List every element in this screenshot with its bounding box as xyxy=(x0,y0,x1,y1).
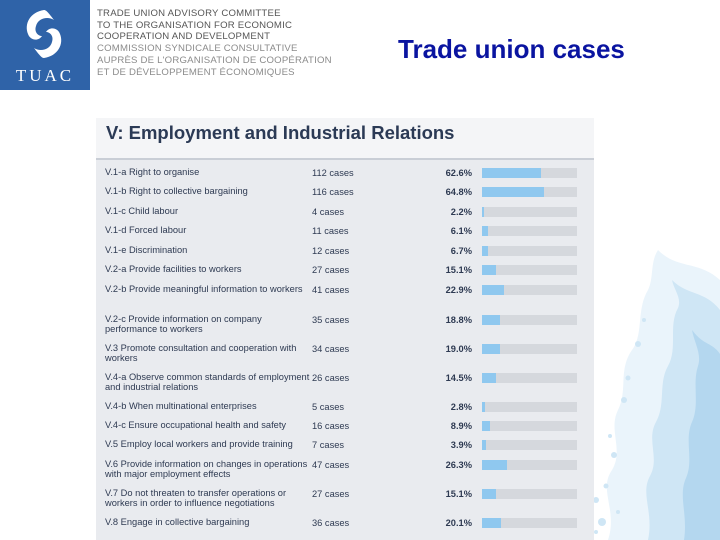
row-label: V.1-e Discrimination xyxy=(105,245,188,255)
row-cases: 116 cases xyxy=(312,187,354,197)
row-cases: 5 cases xyxy=(312,402,345,412)
bar-track xyxy=(482,460,577,470)
bar-track xyxy=(482,285,577,295)
bar-track xyxy=(482,489,577,499)
row-percent: 14.5% xyxy=(445,373,472,383)
row-label: V.8 Engage in collective bargaining xyxy=(105,517,250,527)
row-label: V.2-b Provide meaningful information to … xyxy=(105,284,303,294)
bar-fill xyxy=(482,460,507,470)
bar-track xyxy=(482,168,577,178)
org-line: TO THE ORGANISATION FOR ECONOMIC xyxy=(97,19,293,31)
panel-title: V: Employment and Industrial Relations xyxy=(106,122,455,143)
row-percent: 20.1% xyxy=(445,518,472,528)
org-line: COMMISSION SYNDICALE CONSULTATIVE xyxy=(97,43,298,55)
row-label: V.6 Provide information on changes in op… xyxy=(105,459,308,479)
row-percent: 19.0% xyxy=(445,344,472,354)
row-cases: 36 cases xyxy=(312,518,350,528)
row-cases: 35 cases xyxy=(312,315,350,325)
row-label: V.3 Promote consultation and cooperation… xyxy=(105,343,297,363)
row-label: V.5 Employ local workers and provide tra… xyxy=(105,439,293,449)
row-label: V.4-c Ensure occupational health and saf… xyxy=(105,420,287,430)
bar-fill xyxy=(482,226,488,236)
row-percent: 8.9% xyxy=(450,421,472,431)
bar-fill xyxy=(482,421,491,431)
bar-fill xyxy=(482,518,502,528)
row-percent: 22.9% xyxy=(445,285,472,295)
bar-fill xyxy=(482,489,497,499)
row-label: V.2-c Provide information on company per… xyxy=(105,314,262,334)
bar-track xyxy=(482,265,577,275)
row-cases: 27 cases xyxy=(312,265,350,275)
divider xyxy=(96,158,594,160)
row-percent: 62.6% xyxy=(445,168,472,178)
bar-track xyxy=(482,207,577,217)
bar-track xyxy=(482,246,577,256)
row-percent: 2.2% xyxy=(450,207,472,217)
row-cases: 27 cases xyxy=(312,489,350,499)
row-percent: 26.3% xyxy=(445,460,472,470)
row-label: V.1-a Right to organise xyxy=(105,167,200,177)
logo-text: TUAC xyxy=(15,66,75,85)
org-line: AUPRÈS DE L'ORGANISATION DE COOPÉRATION xyxy=(97,54,332,66)
row-label: V.1-c Child labour xyxy=(105,206,179,216)
slide-title: Trade union cases xyxy=(398,34,625,64)
row-cases: 26 cases xyxy=(312,373,350,383)
row-cases: 12 cases xyxy=(312,246,350,256)
bar-fill xyxy=(482,207,485,217)
org-line: ET DE DÉVELOPPEMENT ÉCONOMIQUES xyxy=(97,66,295,78)
bar-fill xyxy=(482,402,485,412)
row-percent: 2.8% xyxy=(450,402,472,412)
bar-track xyxy=(482,187,577,197)
bar-track xyxy=(482,421,577,431)
row-percent: 15.1% xyxy=(445,265,472,275)
org-line: COOPERATION AND DEVELOPMENT xyxy=(97,31,271,43)
bar-fill xyxy=(482,168,542,178)
bar-track xyxy=(482,344,577,354)
row-label: V.2-a Provide facilities to workers xyxy=(105,264,242,274)
bar-fill xyxy=(482,187,544,197)
bar-track xyxy=(482,402,577,412)
org-line: TRADE UNION ADVISORY COMMITTEE xyxy=(97,8,281,19)
row-label: V.1-d Forced labour xyxy=(105,225,187,235)
bar-fill xyxy=(482,440,486,450)
row-percent: 6.7% xyxy=(450,246,472,256)
row-cases: 47 cases xyxy=(312,460,350,470)
organisation-name: TRADE UNION ADVISORY COMMITTEE TO THE OR… xyxy=(97,8,357,78)
row-cases: 41 cases xyxy=(312,285,350,295)
bar-track xyxy=(482,373,577,383)
bar-fill xyxy=(482,265,497,275)
bar-fill xyxy=(482,344,501,354)
row-cases: 34 cases xyxy=(312,344,350,354)
cases-table-panel: V: Employment and Industrial Relations V… xyxy=(96,118,594,540)
tuac-logo: TUAC xyxy=(0,0,90,90)
bar-fill xyxy=(482,246,489,256)
row-cases: 112 cases xyxy=(312,168,354,178)
row-label: V.1-b Right to collective bargaining xyxy=(105,186,248,196)
row-percent: 64.8% xyxy=(445,187,472,197)
row-percent: 15.1% xyxy=(445,489,472,499)
row-percent: 3.9% xyxy=(450,440,472,450)
row-label: V.7 Do not threaten to transfer operatio… xyxy=(105,488,287,508)
map-decoration-icon xyxy=(593,250,720,540)
bar-fill xyxy=(482,315,500,325)
row-cases: 4 cases xyxy=(312,207,345,217)
swirl-logo-icon xyxy=(26,10,62,58)
row-percent: 6.1% xyxy=(450,226,472,236)
bar-fill xyxy=(482,373,496,383)
bar-fill xyxy=(482,285,504,295)
row-label: V.4-b When multinational enterprises xyxy=(105,401,257,411)
row-percent: 18.8% xyxy=(445,315,472,325)
row-cases: 16 cases xyxy=(312,421,350,431)
bar-track xyxy=(482,315,577,325)
bar-track xyxy=(482,518,577,528)
row-cases: 7 cases xyxy=(312,440,345,450)
row-cases: 11 cases xyxy=(312,226,349,236)
bar-track xyxy=(482,226,577,236)
bar-track xyxy=(482,440,577,450)
row-label: V.4-a Observe common standards of employ… xyxy=(105,372,310,392)
panel-header: V: Employment and Industrial Relations xyxy=(96,118,594,158)
